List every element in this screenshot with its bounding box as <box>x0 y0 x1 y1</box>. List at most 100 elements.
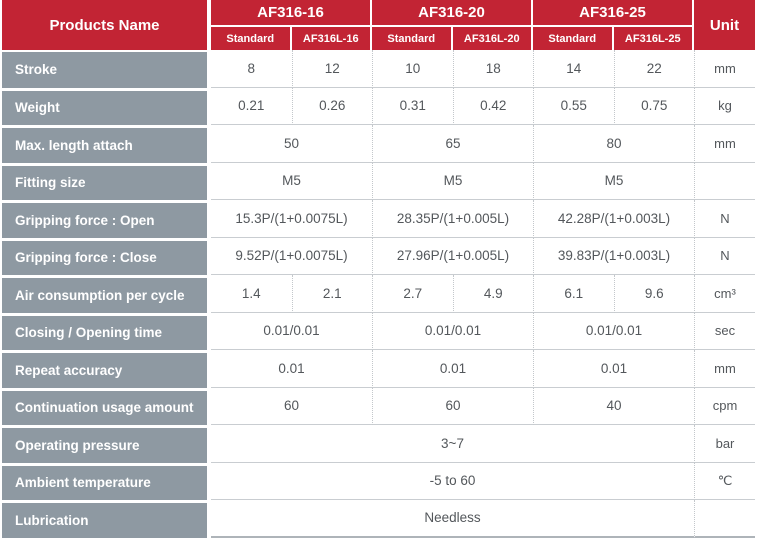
value-cell: 22 <box>613 50 694 88</box>
value-cell: M5 <box>372 162 533 200</box>
label-divider <box>207 87 211 125</box>
value-cell: 0.01/0.01 <box>533 312 694 350</box>
value-cell: 0.75 <box>613 87 694 125</box>
product-header: AF316-16 <box>211 0 372 27</box>
row-label: Weight <box>2 90 207 125</box>
row-label: Closing / Opening time <box>2 315 207 350</box>
row-label: Fitting size <box>2 165 207 200</box>
value-cell: 0.01/0.01 <box>211 312 372 350</box>
table-row: Gripping force : Close 9.52P/(1+0.0075L) 2… <box>2 237 755 275</box>
value-cell: 39.83P/(1+0.003L) <box>533 237 694 275</box>
value-cell: M5 <box>533 162 694 200</box>
table-row: Ambient temperature -5 to 60 ℃ <box>2 462 755 500</box>
row-label: Gripping force : Open <box>2 203 207 238</box>
value-cell: 15.3P/(1+0.0075L) <box>211 200 372 238</box>
value-cell: 0.26 <box>291 87 372 125</box>
unit-cell: mm <box>694 50 755 88</box>
label-divider <box>207 200 211 238</box>
value-cell: 40 <box>533 387 694 425</box>
value-cell: 0.01/0.01 <box>372 312 533 350</box>
table-row: Max. length attach 50 65 80 mm <box>2 125 755 163</box>
variant-sub-header: Standard <box>533 27 614 50</box>
value-cell: Needless <box>211 500 694 538</box>
unit-cell: ℃ <box>694 462 755 500</box>
value-cell: 6.1 <box>533 275 614 313</box>
unit-cell: mm <box>694 350 755 388</box>
value-cell: 9.52P/(1+0.0075L) <box>211 237 372 275</box>
value-cell: 12 <box>291 50 372 88</box>
variant-sub-header: Standard <box>372 27 453 50</box>
row-label: Gripping force : Close <box>2 240 207 275</box>
value-cell: 0.21 <box>211 87 292 125</box>
table-row: Fitting size M5 M5 M5 <box>2 162 755 200</box>
value-cell: -5 to 60 <box>211 462 694 500</box>
label-divider <box>207 425 211 463</box>
table-row: Repeat accuracy 0.01 0.01 0.01 mm <box>2 350 755 388</box>
variant-sub-header: AF316L-25 <box>613 27 694 50</box>
value-cell: 2.1 <box>291 275 372 313</box>
label-divider <box>207 500 211 538</box>
label-divider <box>207 237 211 275</box>
label-divider <box>207 125 211 163</box>
value-cell: 60 <box>211 387 372 425</box>
value-cell: 0.01 <box>211 350 372 388</box>
value-cell: 0.01 <box>533 350 694 388</box>
table-row: Lubrication Needless <box>2 500 755 538</box>
table-row: Stroke 8 12 10 18 14 22 mm <box>2 50 755 88</box>
value-cell: 28.35P/(1+0.005L) <box>372 200 533 238</box>
row-label: Lubrication <box>2 503 207 538</box>
value-cell: 42.28P/(1+0.003L) <box>533 200 694 238</box>
row-label: Max. length attach <box>2 128 207 163</box>
label-divider <box>207 312 211 350</box>
variant-sub-header: Standard <box>211 27 292 50</box>
row-label: Repeat accuracy <box>2 353 207 388</box>
unit-cell: kg <box>694 87 755 125</box>
value-cell: 27.96P/(1+0.005L) <box>372 237 533 275</box>
unit-cell: cm³ <box>694 275 755 313</box>
value-cell: 80 <box>533 125 694 163</box>
value-cell: 8 <box>211 50 292 88</box>
unit-cell: bar <box>694 425 755 463</box>
unit-cell <box>694 500 755 538</box>
row-label: Air consumption per cycle <box>2 278 207 313</box>
value-cell: 65 <box>372 125 533 163</box>
value-cell: 10 <box>372 50 453 88</box>
table-row: Weight 0.21 0.26 0.31 0.42 0.55 0.75 kg <box>2 87 755 125</box>
row-label: Ambient temperature <box>2 465 207 500</box>
value-cell: 4.9 <box>452 275 533 313</box>
value-cell: M5 <box>211 162 372 200</box>
value-cell: 0.01 <box>372 350 533 388</box>
product-spec-table: Products Name Unit AF316-16 Standard AF316… <box>2 0 755 538</box>
table-row: Operating pressure 3~7 bar <box>2 425 755 463</box>
product-header: AF316-20 <box>372 0 533 27</box>
table-body: Stroke 8 12 10 18 14 22 mm Weight 0.21 0.26 0.31 0.4… <box>2 50 755 538</box>
unit-cell: N <box>694 237 755 275</box>
value-cell: 60 <box>372 387 533 425</box>
unit-column-header: Unit <box>694 0 755 50</box>
label-divider <box>207 387 211 425</box>
label-divider <box>207 275 211 313</box>
product-header: AF316-25 <box>533 0 694 27</box>
row-label: Stroke <box>2 52 207 88</box>
unit-cell: N <box>694 200 755 238</box>
unit-cell <box>694 162 755 200</box>
value-cell: 14 <box>533 50 614 88</box>
unit-cell: mm <box>694 125 755 163</box>
products-name-header: Products Name <box>2 0 207 50</box>
value-cell: 0.42 <box>452 87 533 125</box>
value-cell: 50 <box>211 125 372 163</box>
row-label: Operating pressure <box>2 428 207 463</box>
value-cell: 0.55 <box>533 87 614 125</box>
variant-sub-header: AF316L-16 <box>291 27 372 50</box>
value-cell: 0.31 <box>372 87 453 125</box>
label-divider <box>207 50 211 88</box>
value-cell: 2.7 <box>372 275 453 313</box>
table-row: Continuation usage amount 60 60 40 cpm <box>2 387 755 425</box>
value-cell: 3~7 <box>211 425 694 463</box>
table-header: Products Name Unit AF316-16 Standard AF316… <box>2 0 755 50</box>
value-cell: 9.6 <box>613 275 694 313</box>
table-row: Closing / Opening time 0.01/0.01 0.01/0.01… <box>2 312 755 350</box>
row-label: Continuation usage amount <box>2 390 207 425</box>
table-row: Gripping force : Open 15.3P/(1+0.0075L) 28… <box>2 200 755 238</box>
label-divider <box>207 350 211 388</box>
